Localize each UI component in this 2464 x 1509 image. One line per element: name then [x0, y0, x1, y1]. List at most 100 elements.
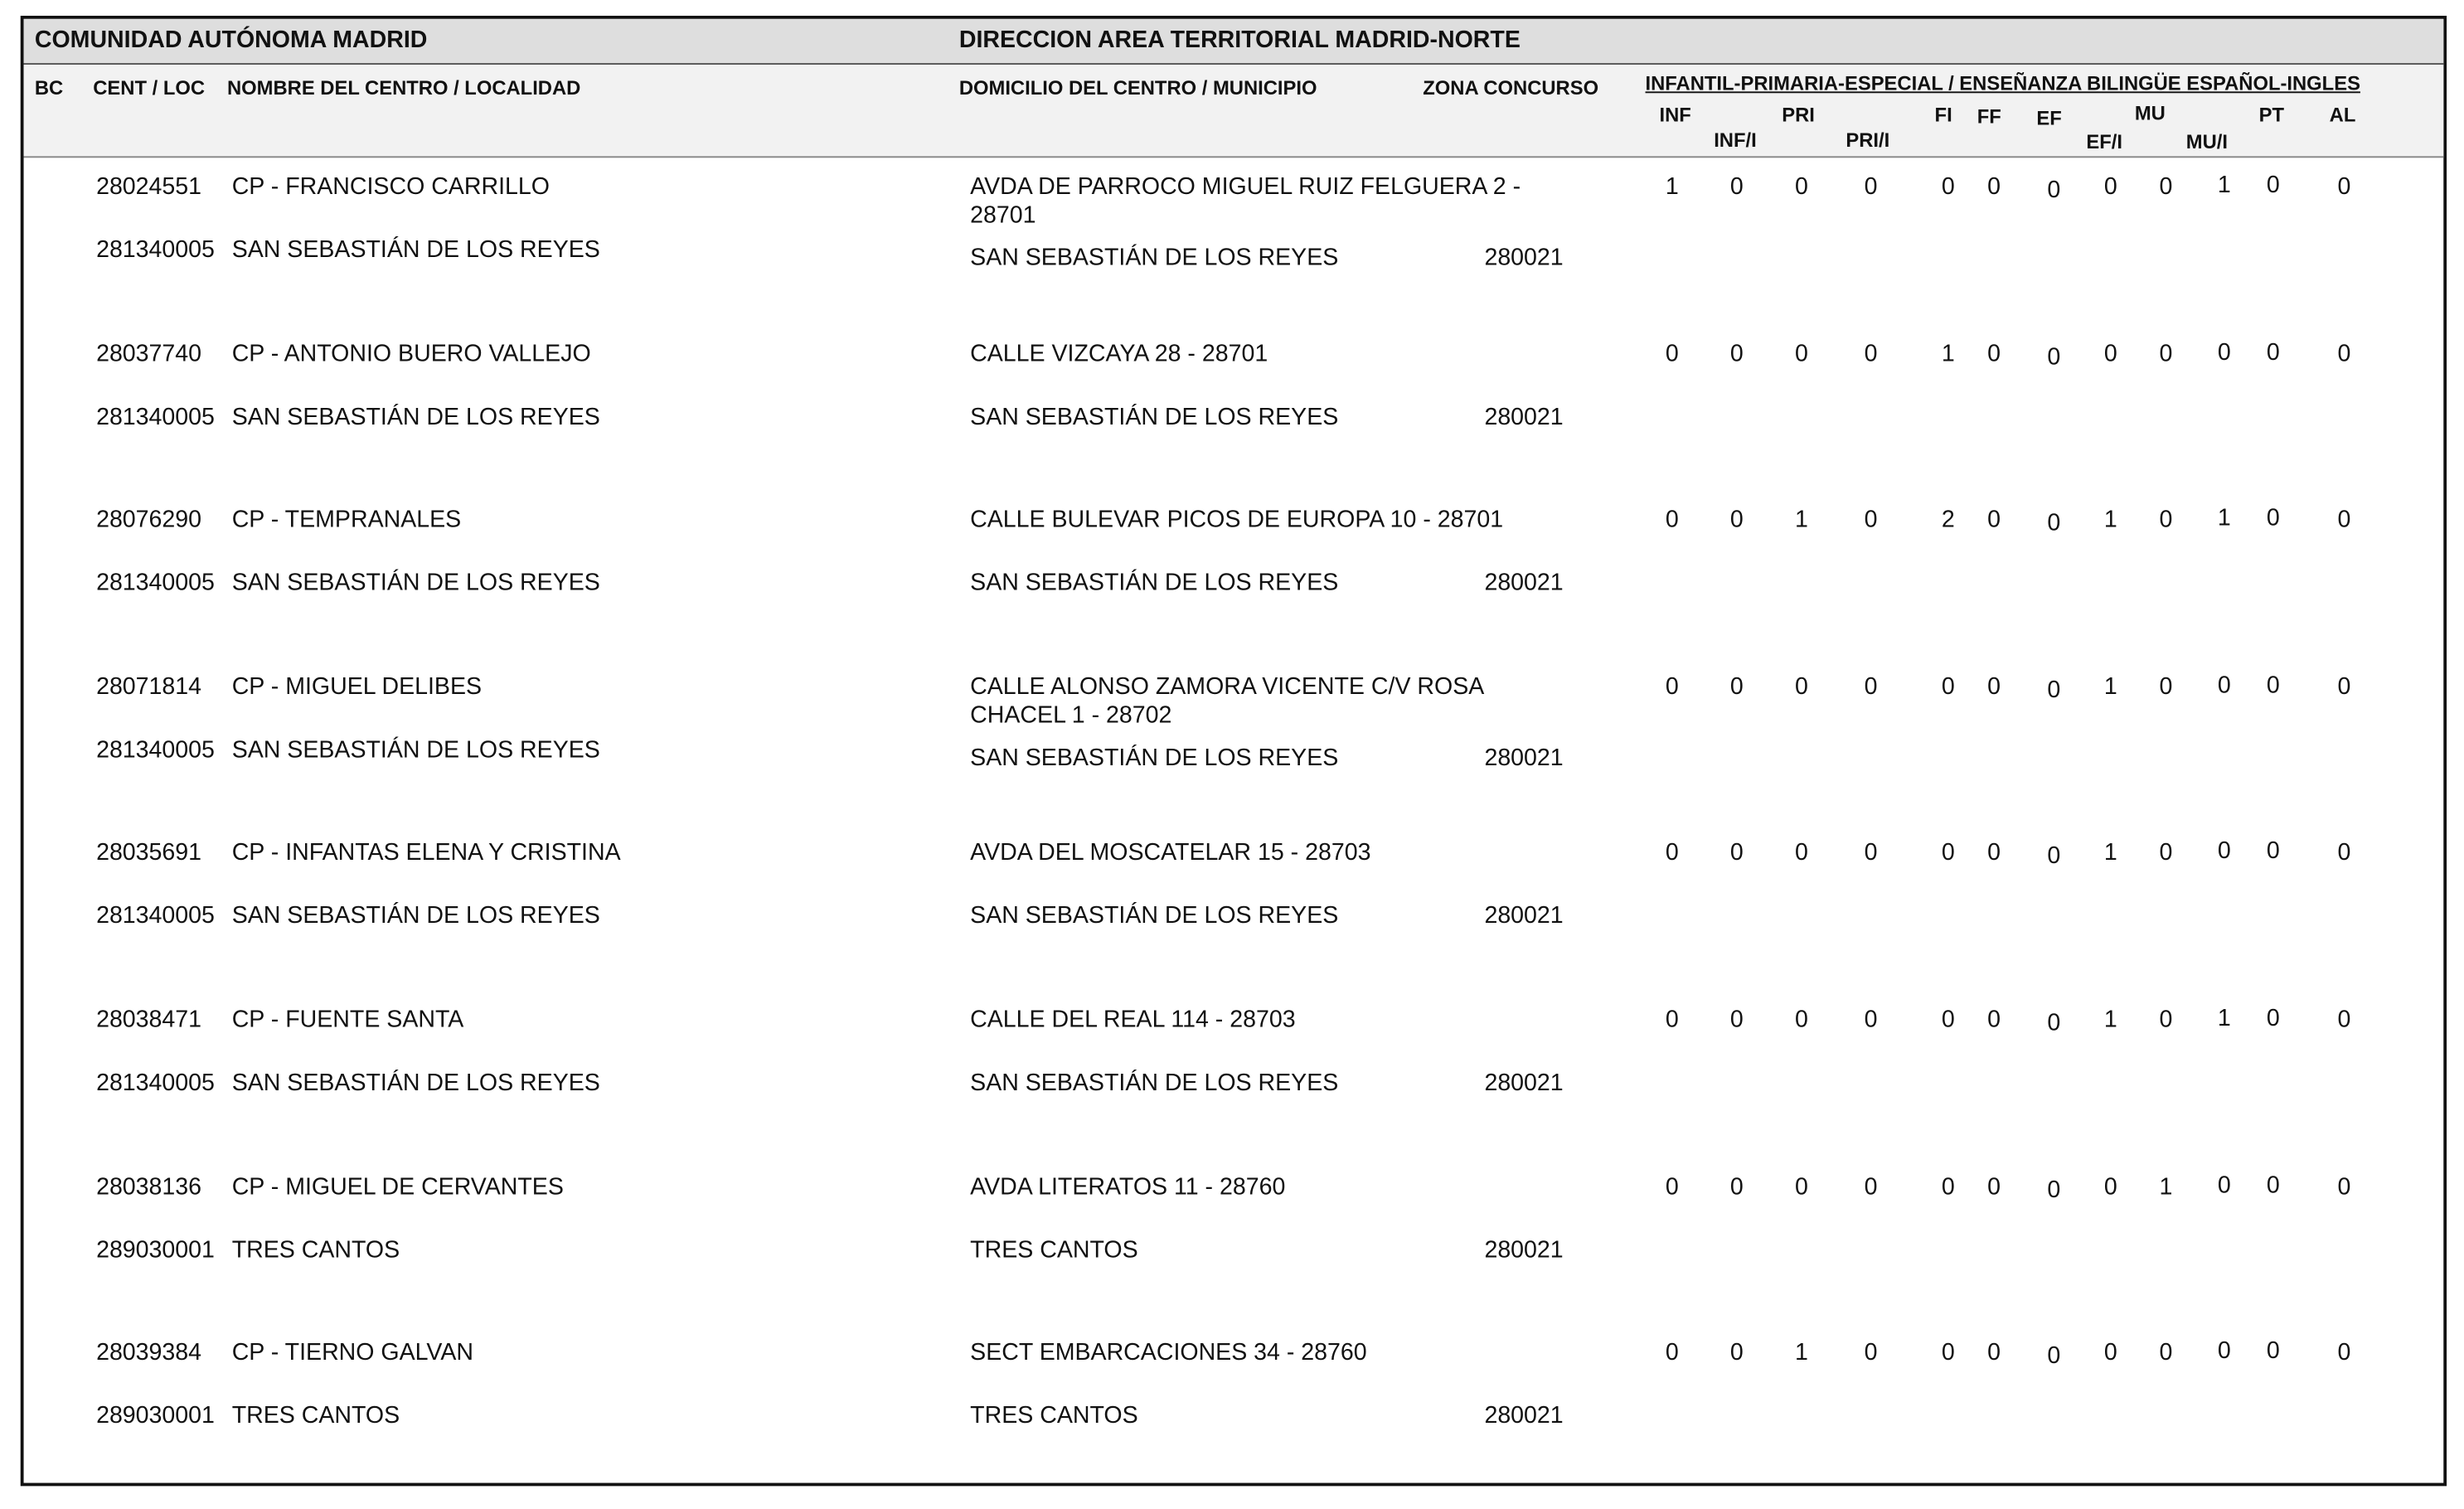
- column-header-band: [23, 65, 2444, 158]
- center-name: CP - TEMPRANALES: [231, 507, 462, 534]
- locality: SAN SEBASTIÁN DE LOS REYES: [231, 903, 600, 930]
- count: 0: [1665, 340, 1679, 367]
- count: 0: [1941, 1006, 1955, 1034]
- municipality: SAN SEBASTIÁN DE LOS REYES: [970, 403, 1339, 430]
- count: 0: [2337, 839, 2351, 867]
- center-code: 28071814: [96, 673, 202, 701]
- count: 0: [1665, 1006, 1679, 1034]
- count: 0: [2159, 507, 2173, 534]
- address: AVDA LITERATOS 11 - 28760: [970, 1172, 1286, 1201]
- address: CALLE ALONSO ZAMORA VICENTE C/V ROSA CHA…: [970, 673, 1483, 729]
- count: 1: [2103, 507, 2117, 534]
- count: 0: [2337, 173, 2351, 201]
- count: 0: [2266, 172, 2280, 199]
- count: 0: [1864, 1339, 1878, 1367]
- sub-column: INF: [1659, 104, 1691, 127]
- count: 0: [1941, 839, 1955, 867]
- count: 0: [2217, 672, 2231, 699]
- sub-column: EF/I: [2086, 130, 2123, 153]
- locality: SAN SEBASTIÁN DE LOS REYES: [231, 570, 600, 597]
- count: 0: [2047, 842, 2061, 871]
- zone: 280021: [1484, 1235, 1564, 1264]
- municipality: SAN SEBASTIÁN DE LOS REYES: [970, 744, 1339, 772]
- sub-column: MU: [2134, 102, 2166, 125]
- sub-column: FF: [1977, 105, 2001, 129]
- center-name: CP - FUENTE SANTA: [231, 1006, 464, 1034]
- address: CALLE BULEVAR PICOS DE EUROPA 10 - 28701: [970, 507, 1504, 534]
- loc-code: 281340005: [96, 236, 215, 264]
- sub-column: INF/I: [1714, 129, 1757, 152]
- loc-code: 281340005: [96, 1070, 215, 1097]
- count: 0: [2047, 1176, 2061, 1203]
- count: 1: [2103, 839, 2117, 867]
- loc-code: 289030001: [96, 1402, 215, 1430]
- count: 0: [2266, 672, 2280, 699]
- count: 0: [1794, 340, 1808, 367]
- region: COMUNIDAD AUTÓNOMA MADRID: [34, 27, 428, 54]
- count: 0: [1729, 340, 1744, 367]
- municipality: SAN SEBASTIÁN DE LOS REYES: [970, 1070, 1339, 1097]
- col-group: INFANTIL-PRIMARIA-ESPECIAL / ENSEÑANZA B…: [1645, 72, 2360, 95]
- count: 0: [1665, 673, 1679, 701]
- count: 0: [1987, 1172, 2001, 1201]
- locality: TRES CANTOS: [231, 1235, 400, 1264]
- count: 0: [1987, 1339, 2001, 1367]
- count: 0: [2266, 838, 2280, 866]
- count: 0: [2103, 173, 2117, 201]
- count: 0: [1729, 839, 1744, 867]
- count: 0: [2337, 507, 2351, 534]
- locality: SAN SEBASTIÁN DE LOS REYES: [231, 236, 600, 264]
- frame: [20, 16, 2447, 1487]
- count: 0: [2159, 340, 2173, 367]
- count: 0: [2266, 505, 2280, 532]
- count: 0: [1987, 340, 2001, 367]
- count: 0: [2337, 1172, 2351, 1201]
- count: 2: [1941, 507, 1955, 534]
- municipality: SAN SEBASTIÁN DE LOS REYES: [970, 903, 1339, 930]
- col-bc: BC: [34, 77, 64, 99]
- count: 0: [2217, 338, 2231, 366]
- address: CALLE VIZCAYA 28 - 28701: [970, 340, 1268, 367]
- count: 1: [2217, 172, 2231, 199]
- zone: 280021: [1484, 403, 1564, 430]
- count: 0: [1941, 1339, 1955, 1367]
- count: 0: [1794, 173, 1808, 201]
- count: 0: [2047, 343, 2061, 371]
- count: 0: [2103, 340, 2117, 367]
- center-name: CP - MIGUEL DELIBES: [231, 673, 483, 701]
- center-code: 28076290: [96, 507, 202, 534]
- locality: SAN SEBASTIÁN DE LOS REYES: [231, 736, 600, 764]
- count: 0: [2217, 838, 2231, 866]
- loc-code: 281340005: [96, 736, 215, 764]
- count: 0: [1864, 1172, 1878, 1201]
- sub-column: EF: [2036, 107, 2062, 130]
- zone: 280021: [1484, 1070, 1564, 1097]
- center-code: 28024551: [96, 173, 202, 201]
- col-address: DOMICILIO DEL CENTRO / MUNICIPIO: [958, 77, 1317, 99]
- count: 0: [1987, 173, 2001, 201]
- count: 0: [1729, 1006, 1744, 1034]
- loc-code: 281340005: [96, 570, 215, 597]
- count: 0: [1864, 507, 1878, 534]
- count: 0: [1665, 1339, 1679, 1367]
- count: 0: [1794, 1172, 1808, 1201]
- zone: 280021: [1484, 903, 1564, 930]
- count: 0: [2337, 673, 2351, 701]
- center-code: 28038471: [96, 1006, 202, 1034]
- count: 1: [2103, 673, 2117, 701]
- locality: TRES CANTOS: [231, 1402, 400, 1430]
- count: 1: [1941, 340, 1955, 367]
- count: 0: [1729, 673, 1744, 701]
- count: 0: [2159, 1339, 2173, 1367]
- count: 0: [1987, 1006, 2001, 1034]
- count: 0: [1941, 1172, 1955, 1201]
- zone: 280021: [1484, 1402, 1564, 1430]
- count: 0: [1987, 507, 2001, 534]
- sub-column: PRI/I: [1846, 129, 1890, 152]
- count: 0: [2266, 1005, 2280, 1032]
- count: 0: [1941, 173, 1955, 201]
- count: 0: [1729, 173, 1744, 201]
- sub-column: AL: [2329, 104, 2356, 127]
